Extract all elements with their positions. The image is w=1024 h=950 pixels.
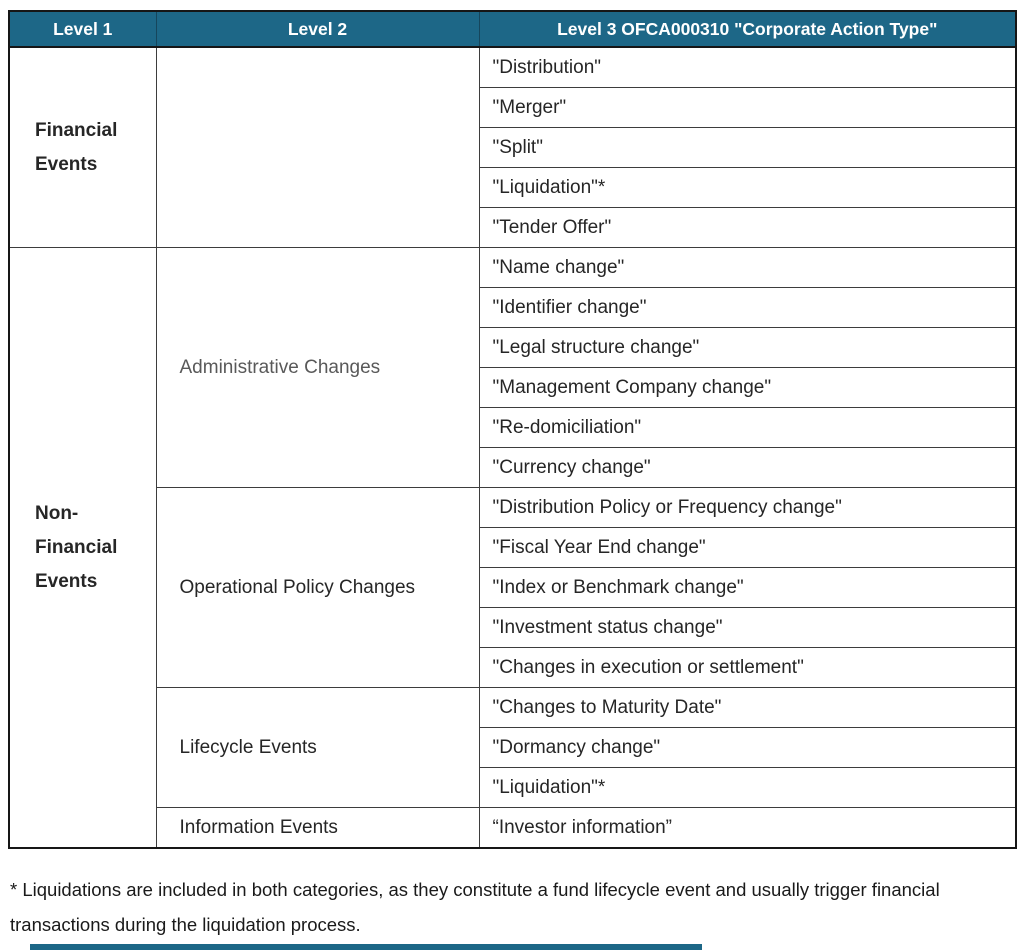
cell-level1-non-financial-events: Non- Financial Events [8,247,157,849]
table-header-row: Level 1 Level 2 Level 3 OFCA000310 "Corp… [8,10,1017,48]
cell-level3-item: "Changes in execution or settlement" [478,647,1017,688]
cell-level3-item: "Changes to Maturity Date" [478,687,1017,728]
table-row: "Tender Offer" [9,207,1017,248]
cell-level3-item: "Name change" [478,247,1017,288]
cell-level3-item: "Index or Benchmark change" [478,567,1017,608]
table-row: "Legal structure change" [9,327,1017,368]
cell-level2-operational-policy-changes: Operational Policy Changes [155,487,480,688]
liquidations-footnote: * Liquidations are included in both cate… [10,879,940,935]
table-row: Lifecycle Events "Changes to Maturity Da… [9,687,1017,808]
cell-level3-item: "Merger" [478,87,1017,128]
table-row: "Currency change" [9,447,1017,488]
cell-level3-item: "Re-domiciliation" [478,407,1017,448]
table-row: "Liquidation"* [9,767,1017,808]
table-row: "Split" [9,127,1017,168]
cell-level3-item: "Currency change" [478,447,1017,488]
cell-level2-lifecycle-events: Lifecycle Events [155,687,480,808]
header-level3: Level 3 OFCA000310 "Corporate Action Typ… [478,10,1017,48]
cell-level3-item: "Distribution Policy or Frequency change… [478,487,1017,528]
cell-level3-item: "Identifier change" [478,287,1017,328]
table-row: "Investment status change" [9,607,1017,648]
table-row: "Dormancy change" [9,727,1017,768]
table-row: Financial Events "Distribution" [8,46,1017,248]
cell-level3-item: "Tender Offer" [478,207,1017,248]
cell-level2-financial-empty [155,46,480,248]
cell-level2-administrative-changes: Administrative Changes [155,247,480,488]
cell-level3-item: “Investor information” [478,807,1017,849]
table-row: "Merger" [9,87,1017,128]
cell-level3-item: "Legal structure change" [478,327,1017,368]
cell-level2-information-events: Information Events [155,807,480,849]
cropped-next-table-header-bar [30,944,702,950]
table-row: Information Events “Investor information… [9,807,1017,849]
cell-level3-item: "Fiscal Year End change" [478,527,1017,568]
table-row: "Index or Benchmark change" [9,567,1017,608]
header-level2: Level 2 [155,10,480,48]
table-row: "Management Company change" [9,367,1017,408]
table-row: "Fiscal Year End change" [9,527,1017,568]
cell-level3-item: "Investment status change" [478,607,1017,648]
cell-level3-item: "Management Company change" [478,367,1017,408]
table-row: "Identifier change" [9,287,1017,328]
table-row: Operational Policy Changes "Distribution… [9,487,1017,688]
table-row: "Re-domiciliation" [9,407,1017,448]
cell-level3-item: "Distribution" [478,46,1017,88]
cell-level3-item: "Dormancy change" [478,727,1017,768]
table-row: Non- Financial Events Administrative Cha… [8,247,1017,849]
table-row: "Changes in execution or settlement" [9,647,1017,688]
cell-level1-financial-events: Financial Events [8,46,157,248]
cell-level3-item: "Liquidation"* [478,167,1017,208]
header-level1: Level 1 [8,10,157,48]
cell-level3-item: "Liquidation"* [478,767,1017,808]
corporate-action-type-table: Level 1 Level 2 Level 3 OFCA000310 "Corp… [8,10,1017,849]
cell-level3-item: "Split" [478,127,1017,168]
